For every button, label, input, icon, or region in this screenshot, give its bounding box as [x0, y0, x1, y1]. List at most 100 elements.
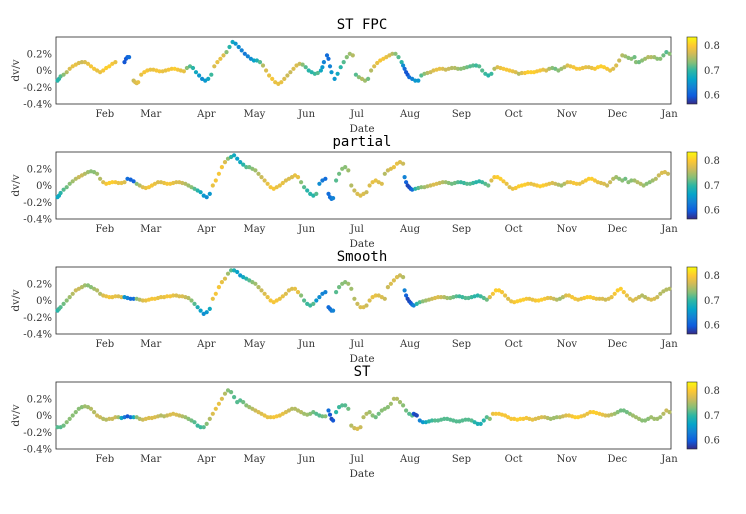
data-point: [286, 176, 291, 181]
data-point: [349, 286, 354, 291]
data-point: [327, 64, 333, 69]
y-tick-label: 0.2%: [27, 394, 52, 405]
data-point: [419, 73, 424, 78]
data-point: [229, 268, 234, 273]
data-point: [61, 423, 66, 428]
data-point: [397, 273, 403, 278]
y-tick-label: 0.2%: [27, 164, 52, 175]
y-axis-label: dv/v: [10, 404, 22, 426]
data-point: [574, 66, 579, 71]
data-point: [219, 396, 224, 401]
data-point: [475, 421, 480, 426]
data-point: [232, 268, 237, 273]
data-point: [506, 415, 511, 420]
x-tick-label: Aug: [399, 339, 421, 350]
data-point: [267, 73, 272, 78]
data-point: [177, 294, 182, 299]
data-point: [295, 290, 301, 295]
data-point: [355, 191, 360, 196]
data-point: [329, 70, 334, 75]
data-point: [285, 73, 290, 78]
data-point: [533, 298, 538, 303]
data-point: [107, 295, 112, 300]
data-point: [165, 181, 170, 186]
data-point: [601, 65, 607, 70]
data-point: [253, 408, 258, 413]
data-point: [119, 295, 124, 300]
data-point: [390, 51, 395, 56]
data-point: [88, 64, 94, 69]
data-point: [646, 55, 651, 60]
data-point: [582, 413, 587, 418]
data-point: [397, 400, 403, 405]
data-point: [331, 196, 336, 201]
data-point: [128, 415, 133, 420]
data-point: [586, 176, 591, 181]
data-point: [320, 414, 325, 419]
data-point: [525, 181, 531, 186]
data-point: [367, 410, 372, 415]
colorbar-tick-labels: 0.8 0.7 0.6: [704, 156, 720, 217]
data-point: [643, 56, 648, 61]
x-tick-label: Jun: [297, 109, 315, 120]
data-point: [149, 296, 154, 301]
data-point: [629, 178, 634, 183]
colorbar-tick-labels: 0.8 0.7 0.6: [704, 41, 720, 102]
data-point: [388, 281, 393, 286]
data-point: [262, 291, 267, 296]
data-point: [379, 181, 384, 186]
data-point: [318, 68, 323, 73]
data-point: [343, 165, 348, 170]
data-point: [649, 415, 654, 420]
data-point: [279, 80, 284, 85]
x-tick-label: Nov: [557, 339, 578, 350]
data-point: [320, 65, 325, 70]
colorbar-tick-labels: 0.8 0.7 0.6: [704, 271, 720, 332]
data-point: [370, 180, 375, 185]
data-point: [314, 411, 319, 416]
data-point: [573, 415, 578, 420]
data-point: [88, 406, 94, 411]
data-point: [655, 56, 660, 61]
data-point: [61, 301, 66, 306]
data-point: [439, 295, 444, 300]
x-tick-label: May: [243, 109, 265, 120]
data-point: [337, 405, 342, 410]
data-point: [636, 416, 642, 421]
x-tick-label: Aug: [399, 454, 421, 465]
data-point: [70, 179, 75, 184]
data-point: [480, 68, 485, 73]
panel-3: Smooth 0.2% 0% -0.2% -0.4% Feb Mar Apr M…: [10, 249, 720, 365]
data-point: [210, 183, 215, 188]
data-point: [215, 60, 220, 65]
data-point: [382, 171, 387, 176]
y-tick-label: 0%: [36, 296, 52, 307]
y-tick-label: -0.4%: [23, 100, 52, 111]
data-point: [323, 290, 328, 295]
colorbar-tick-label: 0.8: [704, 386, 720, 397]
data-point: [376, 180, 381, 185]
x-tick-label: Aug: [399, 224, 421, 235]
data-point: [635, 180, 640, 185]
data-point: [245, 54, 250, 59]
data-point: [204, 310, 209, 315]
data-point: [236, 44, 241, 50]
data-point: [247, 278, 252, 283]
x-tick-label: Dec: [608, 454, 628, 465]
data-point: [232, 395, 237, 400]
x-tick-label: May: [243, 454, 265, 465]
data-point: [355, 301, 360, 306]
data-point: [617, 176, 622, 181]
data-point: [257, 60, 263, 65]
data-point: [504, 181, 509, 186]
data-point: [67, 181, 72, 186]
data-point: [201, 425, 206, 430]
data-point: [303, 65, 308, 70]
data-point: [324, 53, 330, 58]
data-point: [362, 78, 368, 83]
data-point: [192, 301, 197, 306]
data-point: [308, 303, 313, 308]
data-point: [391, 278, 396, 283]
x-tick-label: Jan: [660, 109, 678, 120]
data-point: [662, 170, 668, 175]
